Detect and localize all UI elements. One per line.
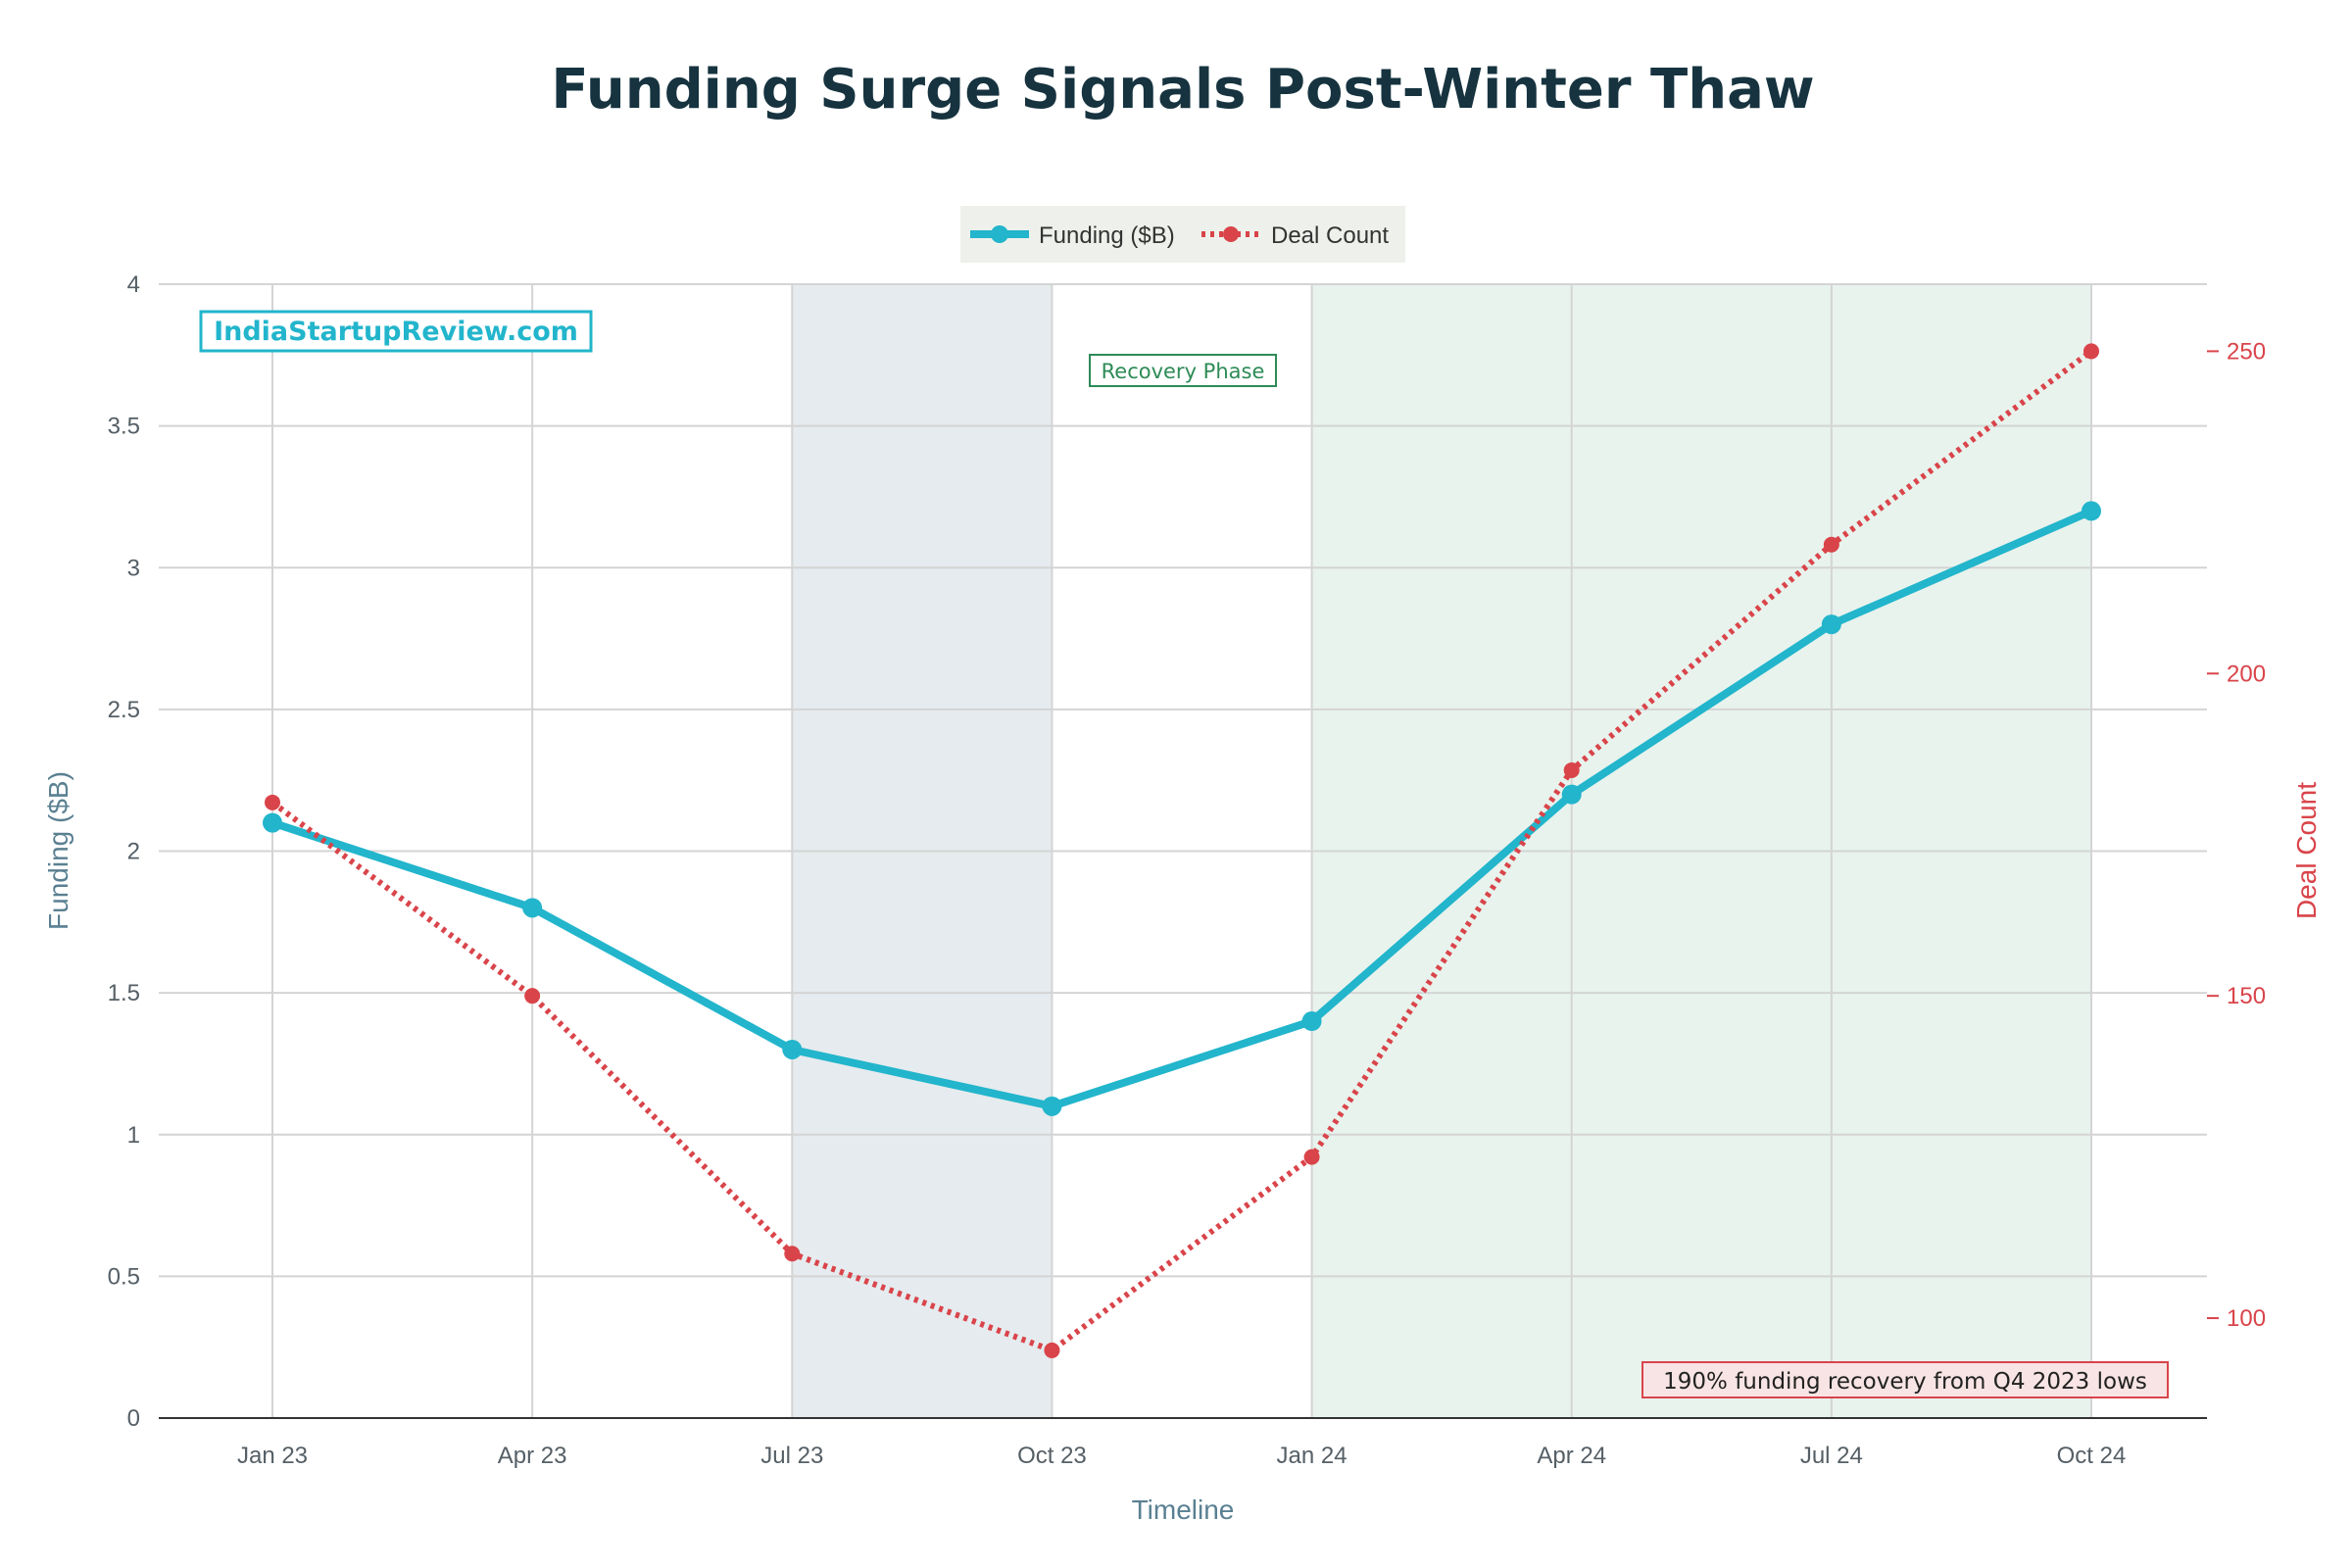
y-tick-label: 4 (127, 271, 140, 298)
legend-funding-marker (991, 225, 1008, 243)
watermark-text: IndiaStartupReview.com (214, 317, 578, 347)
legend-deals-marker (1223, 226, 1239, 242)
y-tick-label: 1.5 (108, 980, 140, 1006)
funding-point (782, 1039, 803, 1059)
x-axis-title: Timeline (1132, 1494, 1235, 1525)
legend-deals-label: Deal Count (1271, 222, 1389, 249)
deal-count-point (2083, 343, 2099, 360)
x-tick-label: Jul 23 (760, 1443, 823, 1469)
funding-point (1561, 784, 1582, 805)
x-tick-label: Jan 24 (1277, 1443, 1348, 1469)
deal-count-point (265, 794, 280, 810)
legend: Funding ($B) Deal Count (960, 206, 1405, 263)
y2-tick-label: 250 (2227, 338, 2266, 365)
y2-tick-label: 100 (2227, 1305, 2266, 1332)
deal-count-point (1823, 536, 1839, 553)
callout-text: 190% funding recovery from Q4 2023 lows (1663, 1369, 2147, 1395)
phase-label-text: Recovery Phase (1102, 360, 1265, 383)
deal-count-line (270, 349, 2093, 1353)
funding-point (263, 812, 282, 833)
funding-point (2082, 501, 2101, 521)
y-tick-label: 3.5 (108, 414, 140, 440)
phase-label-box (1089, 354, 1277, 387)
y-tick-label: 2 (127, 839, 140, 865)
y2-tick-label: 150 (2227, 983, 2266, 1009)
y-tick-label: 3 (127, 555, 140, 581)
x-tick-label: Apr 23 (498, 1443, 567, 1469)
deal-count-point (784, 1246, 801, 1262)
y-tick-label: 0.5 (108, 1263, 140, 1290)
legend-funding-label: Funding ($B) (1039, 222, 1175, 249)
deal-count-point (524, 988, 541, 1004)
y-axis-title: Funding ($B) (43, 771, 74, 930)
x-tick-label: Oct 23 (1017, 1443, 1087, 1469)
y2-tick-label: 200 (2227, 661, 2266, 687)
chart-title: Funding Surge Signals Post-Winter Thaw (551, 58, 1814, 122)
x-tick-label: Apr 24 (1537, 1443, 1606, 1469)
funding-point (1042, 1096, 1062, 1116)
deal-count-point (1303, 1149, 1320, 1165)
y-tick-label: 1 (127, 1122, 140, 1149)
funding-line (270, 507, 2093, 1110)
x-tick-label: Oct 24 (2057, 1443, 2127, 1469)
x-tick-label: Jan 23 (237, 1443, 308, 1469)
plot-area: 0 0.5 1 1.5 2 2.5 3 3.5 4 Jan 23 Apr 23 Jul 23 Oct 2… (108, 271, 2266, 1469)
y-tick-label: 0 (127, 1405, 140, 1432)
funding-point (1301, 1011, 1322, 1032)
funding-point (1821, 614, 1841, 635)
recovery-callout: 190% funding recovery from Q4 2023 lows (1642, 1361, 2169, 1398)
deal-count-point (1044, 1342, 1060, 1358)
watermark: IndiaStartupReview.com (199, 310, 593, 353)
watermark-box (199, 310, 593, 353)
deal-count-point (1563, 761, 1580, 778)
legend-background (960, 206, 1405, 263)
y-tick-label: 2.5 (108, 697, 140, 723)
recovery-phase-label: Recovery Phase (1089, 354, 1277, 387)
callout-box (1642, 1361, 2169, 1398)
x-tick-label: Jul 24 (1800, 1443, 1863, 1469)
funding-point (522, 898, 543, 918)
y2-axis-title: Deal Count (2291, 782, 2322, 919)
